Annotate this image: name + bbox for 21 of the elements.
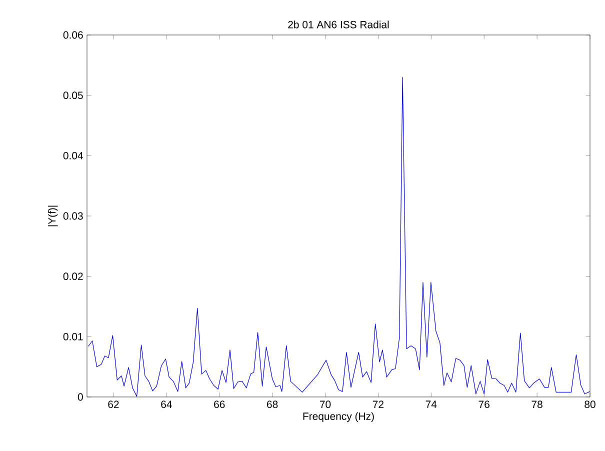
chart-title: 2b 01 AN6 ISS Radial <box>288 20 389 28</box>
x-tick-label: 70 <box>320 400 331 408</box>
y-tick-label: 0.05 <box>63 92 83 100</box>
line-series <box>88 76 590 397</box>
x-tick-label: 74 <box>426 400 437 408</box>
x-tick-label: 72 <box>372 400 384 408</box>
x-axis-title: Frequency (Hz) <box>303 412 374 422</box>
x-tick-label: 66 <box>214 400 225 408</box>
y-tick-label: 0.06 <box>63 31 83 39</box>
x-tick-label: 78 <box>532 400 542 408</box>
y-axis-title: |Y(f)| <box>48 206 58 226</box>
x-tick-label: 62 <box>108 400 119 408</box>
y-tick-label: 0.02 <box>63 272 83 280</box>
x-tick-label: 64 <box>161 400 172 408</box>
x-tick-label: 76 <box>478 400 490 408</box>
y-tick-label: 0.03 <box>63 212 83 220</box>
x-tick-label: 80 <box>584 400 596 408</box>
y-tick-label: 0.01 <box>63 332 83 340</box>
x-tick-label: 68 <box>267 400 278 408</box>
y-tick-label: 0.04 <box>63 152 83 160</box>
y-tick-label: 0 <box>78 393 83 401</box>
